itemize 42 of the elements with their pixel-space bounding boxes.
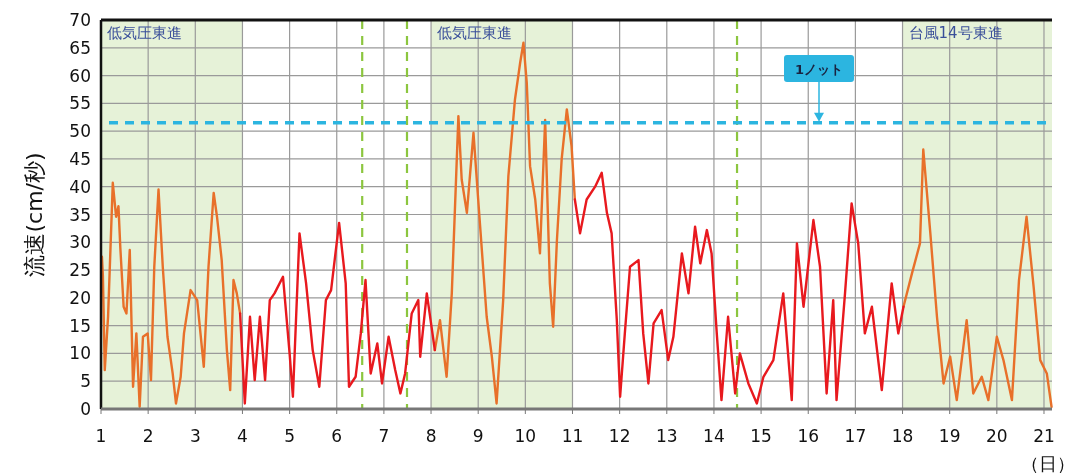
x-tick-label: 11 xyxy=(561,426,584,446)
y-tick-label: 25 xyxy=(69,260,91,281)
y-tick-label: 15 xyxy=(69,315,91,336)
band-label: 低気圧東進 xyxy=(437,24,513,42)
x-tick-label: 1 xyxy=(95,426,107,446)
x-tick-label: 10 xyxy=(514,426,537,446)
x-tick-label: 3 xyxy=(189,426,201,446)
x-tick-label: 18 xyxy=(891,426,914,446)
x-tick-label: 9 xyxy=(472,426,484,446)
y-tick-label: 30 xyxy=(69,232,91,253)
x-tick-label: 6 xyxy=(331,426,343,446)
x-tick-label: 17 xyxy=(844,426,867,446)
band-label: 低気圧東進 xyxy=(107,24,182,42)
y-tick-label: 45 xyxy=(69,148,91,169)
x-tick-label: 2 xyxy=(142,426,154,446)
y-tick-label: 20 xyxy=(69,287,91,308)
y-tick-label: 10 xyxy=(69,343,91,364)
y-axis-title: 流速(cm/秒) xyxy=(22,152,47,277)
x-tick-label: 8 xyxy=(425,426,437,446)
x-tick-label: 16 xyxy=(797,426,820,446)
x-tick-label: 4 xyxy=(237,426,248,446)
y-tick-label: 70 xyxy=(69,10,91,30)
ref-line-label: 1ノット xyxy=(794,62,844,77)
x-tick-label: 21 xyxy=(1033,426,1055,446)
y-tick-label: 60 xyxy=(69,65,91,86)
y-tick-label: 5 xyxy=(80,371,91,392)
band-label: 台風14号東進 xyxy=(908,24,1003,42)
x-tick-label: 13 xyxy=(655,426,678,446)
x-tick-label: 7 xyxy=(378,426,390,446)
y-tick-label: 35 xyxy=(69,204,91,225)
x-tick-label: 19 xyxy=(938,426,961,446)
x-tick-label: 14 xyxy=(703,426,725,446)
x-tick-label: 12 xyxy=(608,426,631,446)
y-tick-label: 50 xyxy=(69,121,91,142)
x-tick-label: 20 xyxy=(986,426,1008,446)
x-tick-label: 5 xyxy=(284,426,296,446)
y-tick-label: 40 xyxy=(69,176,91,197)
y-tick-label: 0 xyxy=(80,399,91,419)
y-tick-label: 55 xyxy=(69,93,91,114)
y-tick-label: 65 xyxy=(69,37,91,58)
x-tick-label: 15 xyxy=(750,426,772,446)
x-axis-title: （日） xyxy=(1021,453,1075,474)
